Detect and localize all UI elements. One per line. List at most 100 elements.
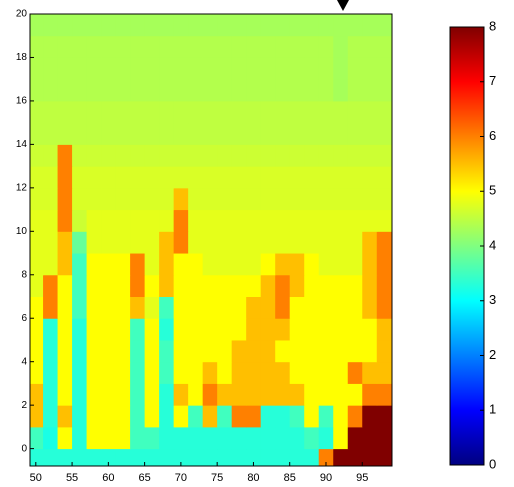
- heat-cell: [159, 339, 175, 363]
- heat-cell: [246, 448, 262, 466]
- heat-cell: [217, 166, 233, 189]
- heat-cell: [231, 14, 247, 37]
- heat-cell: [275, 35, 291, 58]
- heat-cell: [362, 122, 378, 145]
- heat-cell: [202, 383, 218, 406]
- heat-cell: [260, 209, 276, 232]
- heat-cell: [86, 14, 102, 37]
- y-tick-label: 0: [21, 443, 27, 454]
- heat-cell: [217, 79, 233, 102]
- heat-cell: [246, 296, 262, 319]
- heat-cell: [333, 339, 349, 363]
- heat-cell: [115, 448, 131, 466]
- heat-cell: [318, 35, 334, 58]
- heat-cell: [275, 339, 291, 363]
- heat-cell: [188, 296, 204, 319]
- heat-cell: [130, 144, 146, 167]
- heat-cell: [130, 426, 146, 450]
- heat-cell: [275, 166, 291, 189]
- heat-cell: [159, 209, 175, 232]
- heat-cell: [217, 209, 233, 232]
- heat-cell: [304, 35, 320, 58]
- heat-cell: [188, 79, 204, 102]
- plot-frame: [29, 13, 393, 467]
- heat-cell: [86, 361, 102, 384]
- heat-cell: [101, 296, 117, 319]
- heat-cell: [362, 296, 378, 319]
- heat-cell: [30, 35, 44, 58]
- heat-cell: [231, 144, 247, 167]
- heat-cell: [289, 361, 305, 384]
- heat-cell: [217, 253, 233, 276]
- heat-cell: [275, 296, 291, 319]
- heat-cell: [362, 231, 378, 254]
- heat-cell: [144, 318, 160, 341]
- heat-cell: [30, 253, 44, 276]
- heat-cell: [173, 253, 189, 276]
- heat-cell: [173, 274, 189, 297]
- y-tick-label: 2: [21, 400, 27, 411]
- heat-cell: [231, 274, 247, 297]
- x-tick-label: 65: [138, 472, 150, 484]
- heat-cell: [246, 361, 262, 384]
- heat-cell: [72, 122, 88, 145]
- heat-cell: [130, 14, 146, 37]
- heat-cell: [304, 122, 320, 145]
- heat-cell: [333, 318, 349, 341]
- heat-cell: [217, 405, 233, 428]
- heat-cell: [202, 122, 218, 145]
- heat-cell: [304, 296, 320, 319]
- heat-cell: [246, 339, 262, 363]
- colorbar-tick-label: 8: [489, 18, 496, 33]
- heat-cell: [30, 405, 44, 428]
- heat-cell: [57, 187, 73, 211]
- heat-cell: [289, 405, 305, 428]
- heat-cell: [376, 187, 392, 211]
- heat-cell: [43, 231, 59, 254]
- heat-cell: [347, 231, 363, 254]
- x-tick-label: 85: [284, 472, 296, 484]
- heat-cell: [173, 100, 189, 124]
- heat-cell: [72, 426, 88, 450]
- heat-cell: [173, 405, 189, 428]
- heat-cell: [159, 79, 175, 102]
- heat-cell: [159, 296, 175, 319]
- colorbar-tick-label: 5: [489, 183, 496, 198]
- heat-cell: [86, 318, 102, 341]
- heat-cell: [246, 100, 262, 124]
- heat-cell: [101, 144, 117, 167]
- heat-cell: [57, 166, 73, 189]
- heat-cell: [72, 383, 88, 406]
- heat-cell: [202, 231, 218, 254]
- heat-cell: [347, 57, 363, 80]
- heat-cell: [333, 448, 349, 466]
- heat-cell: [289, 426, 305, 450]
- heat-cell: [333, 253, 349, 276]
- heat-cell: [57, 35, 73, 58]
- heat-cell: [231, 253, 247, 276]
- heat-cell: [260, 14, 276, 37]
- heat-cell: [72, 166, 88, 189]
- heat-cell: [101, 426, 117, 450]
- heat-cell: [333, 166, 349, 189]
- heat-cell: [115, 57, 131, 80]
- heat-cell: [260, 100, 276, 124]
- colorbar-tick-label: 6: [489, 128, 496, 143]
- colorbar-tick-label: 2: [489, 347, 496, 362]
- heat-cell: [260, 231, 276, 254]
- heat-cell: [362, 100, 378, 124]
- heat-cell: [289, 339, 305, 363]
- heat-cell: [275, 448, 291, 466]
- heat-cell: [333, 361, 349, 384]
- heat-cell: [173, 231, 189, 254]
- heat-cell: [57, 274, 73, 297]
- heat-cell: [86, 231, 102, 254]
- heat-cell: [376, 318, 392, 341]
- heat-cell: [57, 426, 73, 450]
- heat-cell: [72, 100, 88, 124]
- heat-cell: [188, 209, 204, 232]
- heat-cell: [72, 296, 88, 319]
- heat-cell: [43, 405, 59, 428]
- heat-cell: [333, 187, 349, 211]
- heat-cell: [246, 318, 262, 341]
